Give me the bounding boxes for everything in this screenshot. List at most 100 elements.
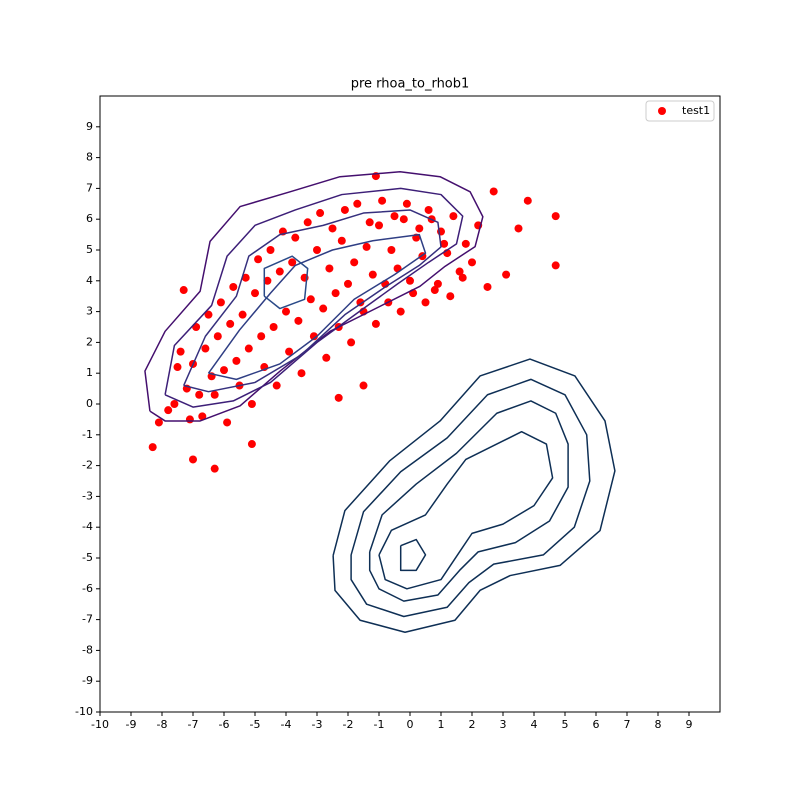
- scatter-point: [154, 418, 163, 427]
- scatter-point: [322, 353, 331, 362]
- scatter-point: [458, 273, 467, 282]
- scatter-point: [331, 289, 340, 298]
- scatter-point: [399, 215, 408, 224]
- contour-line: [183, 209, 442, 393]
- scatter-point: [291, 233, 300, 242]
- scatter-point: [449, 212, 458, 221]
- y-tick-label: -1: [82, 428, 93, 441]
- scatter-point: [551, 261, 560, 270]
- scatter-point: [195, 390, 204, 399]
- y-tick-label: -9: [82, 674, 93, 687]
- scatter-point: [148, 443, 157, 452]
- legend-marker: [658, 107, 666, 115]
- scatter-point: [365, 218, 374, 227]
- x-tick-label: 8: [655, 718, 662, 731]
- scatter-point: [502, 270, 511, 279]
- y-tick-label: 5: [86, 243, 93, 256]
- y-tick-label: 8: [86, 151, 93, 164]
- scatter-point: [489, 187, 498, 196]
- scatter-point: [170, 400, 179, 408]
- scatter-point: [430, 286, 439, 295]
- y-tick-label: 1: [86, 366, 93, 379]
- chart-title: pre rhoa_to_rhob1: [351, 77, 470, 92]
- scatter-point: [316, 209, 325, 218]
- scatter-point: [282, 307, 290, 316]
- scatter-point: [371, 319, 380, 328]
- scatter-point: [415, 224, 424, 233]
- scatter-point: [294, 316, 303, 325]
- scatter-point: [288, 258, 297, 267]
- x-tick-label: -9: [126, 718, 137, 731]
- scatter-point: [356, 298, 365, 307]
- y-tick-label: -2: [82, 459, 93, 472]
- contour-line: [350, 378, 591, 618]
- scatter-point: [176, 347, 185, 356]
- scatter-point: [216, 298, 225, 307]
- scatter-point: [402, 199, 411, 208]
- contour-line: [207, 233, 427, 381]
- scatter-point: [220, 366, 228, 375]
- x-tick-label: -8: [157, 718, 168, 731]
- scatter-point: [433, 279, 442, 288]
- scatter-point: [387, 246, 396, 254]
- x-tick-label: -4: [281, 718, 292, 731]
- x-tick-label: -3: [312, 718, 323, 731]
- scatter-point: [328, 224, 337, 233]
- legend-box: [645, 100, 715, 122]
- scatter-point: [210, 464, 219, 473]
- scatter-point: [319, 304, 328, 313]
- scatter-point: [313, 246, 321, 254]
- x-tick-label: -5: [250, 718, 261, 731]
- scatter-point: [226, 319, 235, 328]
- scatter-point: [198, 412, 207, 421]
- contour-line: [332, 358, 616, 633]
- scatter-point: [213, 332, 222, 341]
- scatter-point: [334, 393, 343, 402]
- scatter-point: [297, 369, 306, 378]
- x-tick-label: 7: [624, 718, 631, 731]
- scatter-point: [368, 270, 377, 279]
- y-tick-label: 6: [86, 212, 93, 225]
- scatter-point: [483, 282, 492, 291]
- scatter-point: [362, 242, 371, 251]
- scatter-point: [254, 255, 263, 264]
- scatter-point: [337, 236, 346, 245]
- scatter-point: [189, 455, 197, 464]
- scatter-point: [303, 218, 312, 227]
- y-tick-label: -8: [82, 643, 93, 656]
- scatter-point: [375, 221, 383, 230]
- scatter-point: [269, 323, 278, 331]
- x-tick-label: 2: [469, 718, 476, 731]
- scatter-point: [275, 267, 284, 276]
- y-tick-label: -6: [82, 582, 93, 595]
- y-tick-label: 2: [86, 335, 93, 348]
- scatter-point: [406, 276, 414, 285]
- scatter-point: [204, 310, 213, 319]
- x-tick-label: 1: [438, 718, 445, 731]
- scatter-point: [210, 390, 219, 399]
- y-tick-label: -7: [82, 613, 93, 626]
- scatter-point: [266, 246, 275, 254]
- scatter-point: [421, 298, 430, 307]
- x-tick-label: -2: [343, 718, 354, 731]
- y-tick-label: -4: [82, 520, 93, 533]
- scatter-point: [461, 239, 470, 248]
- scatter-point: [551, 212, 560, 221]
- scatter-point: [309, 332, 318, 341]
- scatter-point: [272, 381, 281, 390]
- y-tick-label: 9: [86, 120, 93, 133]
- contour-line: [144, 171, 484, 422]
- y-tick-label: 0: [86, 397, 93, 410]
- x-tick-label: 6: [593, 718, 600, 731]
- scatter-point: [350, 258, 359, 267]
- scatter-point: [359, 381, 368, 390]
- y-tick-label: 4: [86, 274, 93, 287]
- y-tick-label: -5: [82, 551, 93, 564]
- scatter-point: [325, 264, 334, 273]
- scatter-point: [201, 344, 210, 353]
- scatter-point: [523, 196, 532, 205]
- y-tick-label: 3: [86, 305, 93, 318]
- scatter-point: [263, 276, 272, 285]
- x-tick-label: -7: [188, 718, 199, 731]
